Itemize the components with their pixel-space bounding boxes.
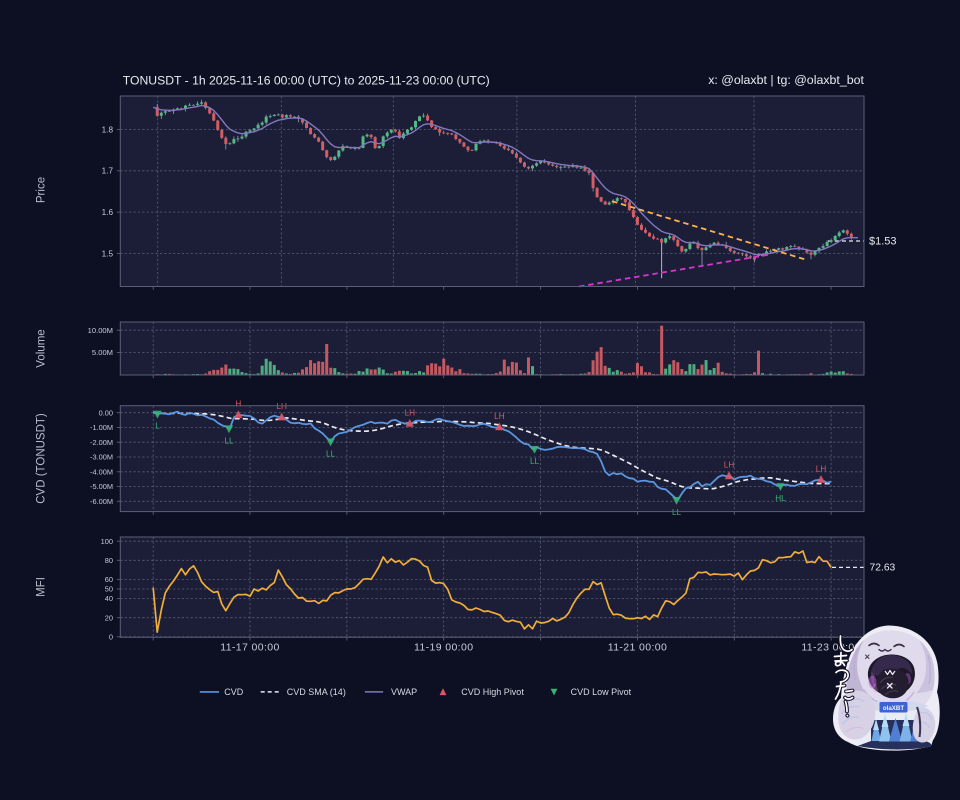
svg-text:-6.00M: -6.00M	[90, 497, 113, 506]
svg-text:10.00M: 10.00M	[88, 326, 113, 335]
svg-text:LH: LH	[494, 412, 505, 421]
svg-text:LH: LH	[276, 402, 287, 411]
svg-text:100: 100	[101, 537, 113, 546]
svg-text:-1.00M: -1.00M	[90, 423, 113, 432]
svg-text:Volume: Volume	[36, 329, 48, 367]
svg-text:CVD High Pivot: CVD High Pivot	[461, 687, 524, 697]
svg-text:11-19 00:00: 11-19 00:00	[414, 642, 473, 654]
svg-text:1.7: 1.7	[102, 167, 114, 176]
svg-text:H: H	[235, 400, 241, 409]
svg-text:$1.53: $1.53	[869, 236, 897, 248]
svg-text:LH: LH	[816, 464, 827, 473]
svg-text:-5.00M: -5.00M	[90, 482, 113, 491]
svg-text:-4.00M: -4.00M	[90, 467, 113, 476]
svg-text:LH: LH	[405, 408, 416, 417]
svg-text:1.8: 1.8	[102, 125, 114, 134]
svg-text:80: 80	[105, 556, 113, 565]
svg-text:CVD Low Pivot: CVD Low Pivot	[571, 687, 632, 697]
svg-text:VWAP: VWAP	[391, 687, 417, 697]
svg-text:0: 0	[109, 632, 113, 641]
svg-text:11-21 00:00: 11-21 00:00	[608, 642, 667, 654]
svg-text:L: L	[155, 422, 160, 431]
svg-text:60: 60	[105, 575, 113, 584]
svg-text:5.00M: 5.00M	[92, 348, 113, 357]
svg-text:LL: LL	[672, 508, 682, 517]
svg-text:HL: HL	[775, 494, 786, 503]
svg-text:1.5: 1.5	[102, 249, 114, 258]
svg-text:TONUSDT - 1h 2025-11-16 00:00: TONUSDT - 1h 2025-11-16 00:00 (UTC) to 2…	[123, 74, 490, 88]
svg-text:LL: LL	[224, 436, 234, 445]
svg-text:Price: Price	[36, 177, 48, 203]
svg-text:LH: LH	[724, 461, 735, 470]
svg-text:LL: LL	[326, 450, 336, 459]
svg-text:LL: LL	[530, 457, 540, 466]
svg-text:olaXBT: olaXBT	[883, 705, 905, 712]
svg-text:0.00: 0.00	[99, 408, 113, 417]
svg-text:CVD: CVD	[224, 687, 244, 697]
svg-text:CVD SMA (14): CVD SMA (14)	[287, 687, 346, 697]
svg-text:-3.00M: -3.00M	[90, 453, 113, 462]
svg-text:72.63: 72.63	[870, 563, 896, 574]
svg-text:50: 50	[105, 585, 113, 594]
svg-text:-2.00M: -2.00M	[90, 438, 113, 447]
svg-text:20: 20	[105, 613, 113, 622]
svg-text:1.6: 1.6	[102, 208, 114, 217]
svg-text:CVD (TONUSDT): CVD (TONUSDT)	[36, 413, 48, 504]
svg-text:11-17 00:00: 11-17 00:00	[220, 642, 279, 654]
svg-text:MFI: MFI	[36, 577, 48, 597]
svg-text:40: 40	[105, 594, 113, 603]
svg-text:x: @olaxbt | tg: @olaxbt_bot: x: @olaxbt | tg: @olaxbt_bot	[708, 73, 864, 87]
